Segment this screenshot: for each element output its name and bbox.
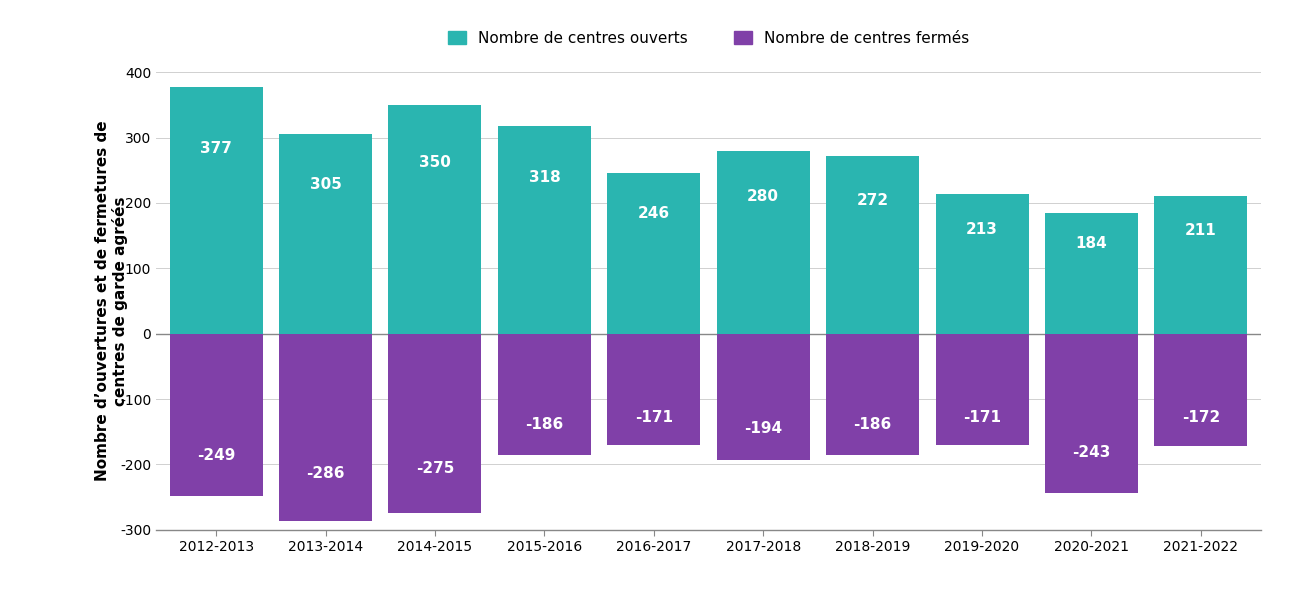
Bar [1045, 214, 1138, 334]
Bar [170, 87, 263, 334]
Text: -186: -186 [525, 417, 563, 432]
Bar [280, 334, 372, 521]
Text: -275: -275 [416, 461, 454, 476]
Text: 377: 377 [200, 141, 233, 157]
Bar [607, 173, 701, 334]
Bar [498, 126, 592, 334]
Text: 318: 318 [529, 170, 560, 185]
Bar [1154, 334, 1247, 446]
Text: -186: -186 [854, 417, 892, 432]
Bar [826, 156, 919, 334]
Text: 213: 213 [966, 222, 998, 237]
Text: -243: -243 [1072, 445, 1110, 461]
Text: -194: -194 [744, 421, 783, 436]
Y-axis label: Nombre d’ouvertures et de fermetures de
centres de garde agréés: Nombre d’ouvertures et de fermetures de … [95, 120, 129, 482]
Text: 350: 350 [419, 155, 451, 170]
Bar [170, 334, 263, 497]
Bar [716, 334, 810, 461]
Bar [936, 334, 1028, 445]
Bar [607, 334, 701, 445]
Bar [1154, 196, 1247, 334]
Bar [389, 334, 481, 514]
Bar [716, 150, 810, 334]
Bar [389, 105, 481, 334]
Bar [280, 134, 372, 334]
Text: 280: 280 [747, 189, 779, 204]
Bar [936, 194, 1028, 334]
Text: 184: 184 [1075, 236, 1108, 251]
Bar [498, 334, 592, 455]
Legend: Nombre de centres ouverts, Nombre de centres fermés: Nombre de centres ouverts, Nombre de cen… [442, 25, 975, 52]
Bar [826, 334, 919, 455]
Text: 272: 272 [857, 193, 889, 208]
Text: -171: -171 [963, 410, 1001, 425]
Text: -286: -286 [307, 467, 345, 482]
Text: -172: -172 [1182, 411, 1219, 426]
Text: -249: -249 [198, 448, 235, 464]
Bar [1045, 334, 1138, 492]
Text: 246: 246 [638, 206, 670, 220]
Text: 305: 305 [309, 176, 342, 191]
Text: -171: -171 [634, 410, 673, 425]
Text: 211: 211 [1186, 223, 1217, 238]
